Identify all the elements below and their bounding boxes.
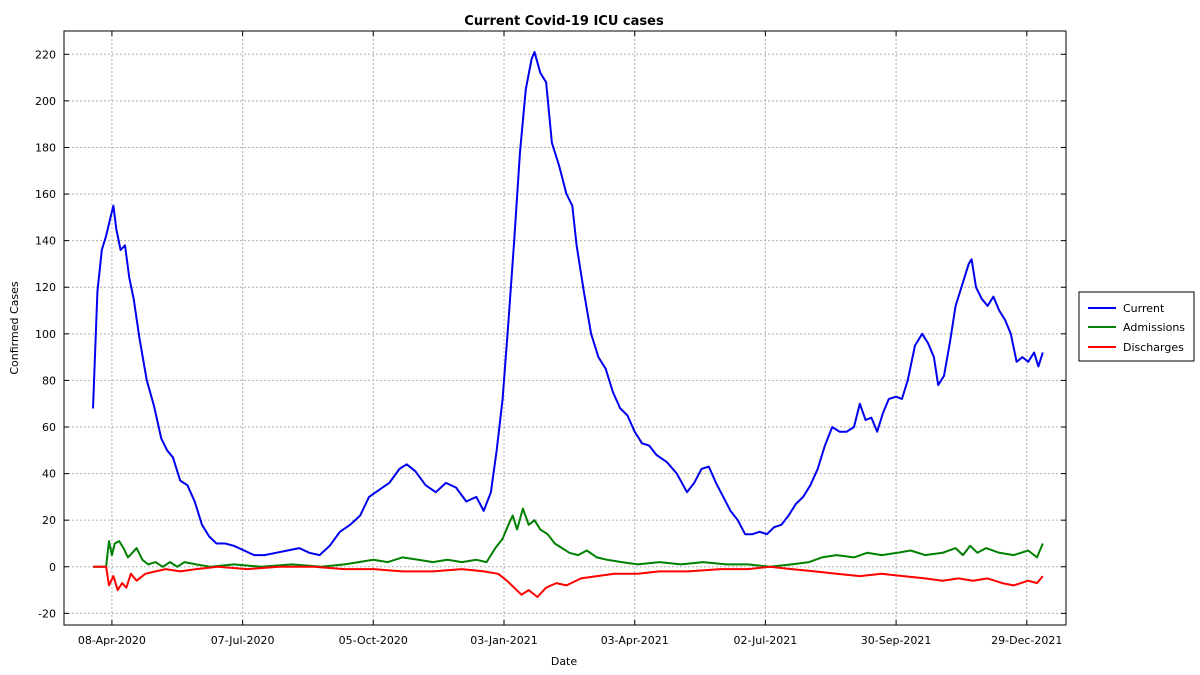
legend-label-current: Current [1123,302,1165,315]
x-tick-label: 03-Jan-2021 [470,634,538,647]
y-tick-label: 0 [49,561,56,574]
x-axis-title: Date [551,655,578,668]
y-tick-label: 140 [35,235,56,248]
y-tick-label: 180 [35,141,56,154]
x-tick-label: 07-Jul-2020 [211,634,275,647]
y-tick-label: 160 [35,188,56,201]
legend: Current Admissions Discharges [1078,291,1195,362]
series-layer [92,51,1044,598]
legend-label-discharges: Discharges [1123,341,1184,354]
chart-title: Current Covid-19 ICU cases [464,14,664,29]
legend-label-admissions: Admissions [1123,321,1185,334]
y-tick-label: 60 [42,421,56,434]
y-tick-label: 200 [35,95,56,108]
tick-layer: -20 0 20 40 60 80 100 120 140 160 180 200 220 08-Apr-… [35,31,1066,647]
x-tick-label: 02-Jul-2021 [733,634,797,647]
y-tick-label: 120 [35,281,56,294]
x-tick-label: 05-Oct-2020 [339,634,408,647]
x-tick-label: 08-Apr-2020 [78,634,146,647]
y-tick-label: 100 [35,328,56,341]
y-tick-label: 220 [35,48,56,61]
y-tick-label: 80 [42,374,56,387]
y-axis-title: Confirmed Cases [8,281,21,375]
x-tick-label: 03-Apr-2021 [601,634,669,647]
y-tick-label: -20 [38,607,56,620]
x-tick-label: 29-Dec-2021 [991,634,1062,647]
y-tick-label: 40 [42,468,56,481]
series-line-admissions [93,507,1044,568]
plot-frame [63,30,1067,626]
grid-layer [64,31,1066,625]
series-line-discharges [93,565,1044,598]
y-tick-label: 20 [42,514,56,527]
x-tick-label: 30-Sep-2021 [861,634,932,647]
series-line-current [92,51,1044,557]
